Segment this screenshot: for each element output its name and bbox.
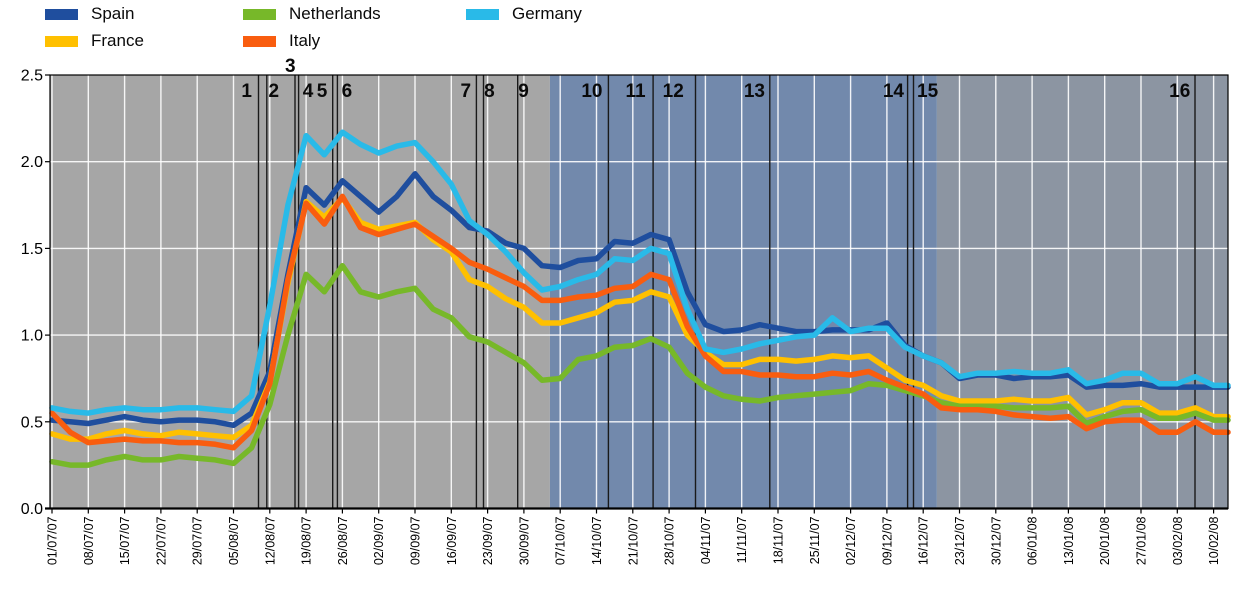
legend-item-spain: Spain [45,3,134,25]
legend: Spain France Netherlands Italy Germany [0,0,700,60]
legend-label-netherlands: Netherlands [289,4,381,23]
legend-label-france: France [91,31,144,50]
x-tick-label: 25/11/07 [808,516,822,564]
x-tick-label: 06/01/08 [1026,516,1040,565]
x-tick-label: 11/11/07 [735,516,749,563]
x-tick-label: 15/07/07 [118,516,132,565]
x-tick-label: 29/07/07 [191,516,205,565]
y-tick-label: 0.0 [21,501,43,518]
legend-swatch-germany [466,8,499,20]
legend-swatch-netherlands [243,8,276,20]
x-tick-label: 03/02/08 [1171,516,1185,565]
series-line-spain [49,171,1231,429]
y-tick-label: 1.5 [21,241,43,258]
event-label-7: 7 [461,81,472,102]
y-tick-label: 2.5 [21,68,43,85]
x-tick-label: 18/11/07 [772,516,786,564]
y-tick-label: 1.0 [21,328,43,345]
event-label-11: 11 [625,81,646,102]
x-tick-label: 23/12/07 [953,516,967,565]
x-tick-label: 27/01/08 [1135,516,1149,565]
x-tick-label: 30/09/07 [517,516,531,565]
legend-item-italy: Italy [243,30,320,52]
x-tick-label: 13/01/08 [1062,516,1076,565]
event-label-1: 1 [241,81,252,102]
event-label-9: 9 [518,81,529,102]
x-tick-label: 21/10/07 [626,516,640,565]
x-tick-label: 09/12/07 [880,516,894,565]
x-tick-label: 28/10/07 [663,516,677,565]
legend-label-italy: Italy [289,31,321,50]
series-line-netherlands [49,262,1231,468]
x-tick-label: 07/10/07 [554,516,568,565]
legend-label-germany: Germany [512,4,582,23]
x-tick-label: 19/08/07 [300,516,314,565]
series-line-italy [49,193,1231,451]
x-tick-label: 14/10/07 [590,516,604,565]
x-tick-label: 30/12/07 [989,516,1003,565]
x-tick-label: 02/12/07 [844,516,858,565]
x-tick-label: 26/08/07 [336,516,350,565]
y-tick-label: 0.5 [21,414,43,431]
background-region-3 [936,75,1228,509]
event-label-6: 6 [342,81,353,102]
x-tick-label: 12/08/07 [263,516,277,565]
legend-swatch-spain [45,8,78,20]
event-label-5: 5 [317,81,328,102]
x-tick-label: 23/09/07 [481,516,495,565]
x-tick-label: 01/07/07 [46,516,60,565]
legend-swatch-france [45,35,78,47]
event-label-16: 16 [1169,81,1190,102]
event-label-12: 12 [663,81,684,102]
x-tick-label: 09/09/07 [409,516,423,565]
event-label-13: 13 [744,81,765,102]
event-label-4: 4 [303,81,314,102]
legend-item-germany: Germany [466,3,582,25]
x-tick-label: 22/07/07 [154,516,168,565]
x-tick-label: 08/07/07 [82,516,96,565]
legend-swatch-italy [243,35,276,47]
x-tick-label: 04/11/07 [699,516,713,564]
event-label-14: 14 [883,81,905,102]
event-label-10: 10 [581,81,602,102]
legend-item-france: France [45,30,144,52]
x-tick-label: 02/09/07 [372,516,386,565]
y-tick-label: 2.0 [21,154,43,171]
event-label-3: 3 [285,56,296,77]
x-tick-label: 16/09/07 [445,516,459,565]
legend-item-netherlands: Netherlands [243,3,381,25]
event-label-15: 15 [917,81,939,102]
series-line-france [49,195,1231,442]
series-line-germany [49,129,1231,416]
x-tick-label: 05/08/07 [227,516,241,565]
x-tick-label: 10/02/08 [1207,516,1221,565]
x-tick-label: 20/01/08 [1098,516,1112,565]
legend-label-spain: Spain [91,4,135,23]
event-label-8: 8 [484,81,495,102]
background-region-2 [549,75,937,509]
event-label-2: 2 [269,81,280,102]
x-tick-label: 16/12/07 [917,516,931,565]
